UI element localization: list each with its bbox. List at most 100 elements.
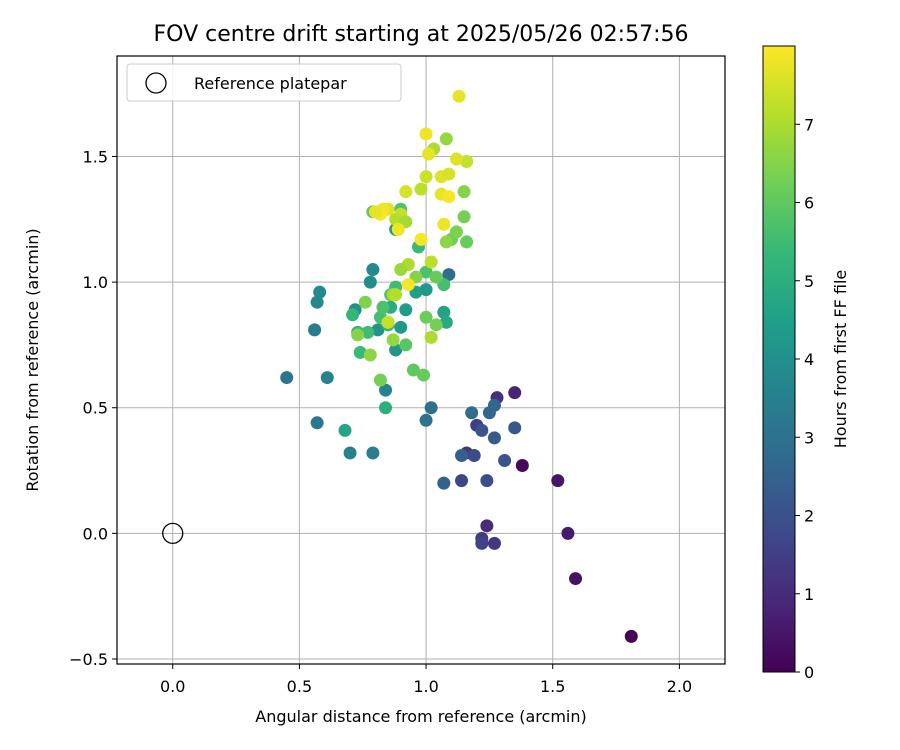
- data-point: [460, 155, 474, 169]
- legend-entry-label: Reference platepar: [194, 74, 347, 93]
- data-point: [389, 343, 403, 357]
- colorbar-tick-label: 7: [804, 115, 814, 134]
- data-point: [437, 217, 451, 231]
- data-point: [419, 265, 433, 279]
- data-point: [437, 305, 451, 319]
- data-point: [399, 338, 413, 352]
- data-point: [280, 371, 294, 385]
- data-point: [482, 406, 496, 420]
- data-point: [310, 416, 324, 430]
- data-point: [424, 330, 438, 344]
- data-point: [419, 283, 433, 297]
- data-point: [487, 431, 501, 445]
- legend: Reference platepar: [126, 63, 402, 102]
- data-point: [437, 476, 451, 490]
- data-point: [455, 448, 469, 462]
- colorbar-ticks: 0 1 2 3 4 5 6 7: [795, 115, 814, 682]
- data-point: [391, 222, 405, 236]
- data-point: [379, 383, 393, 397]
- data-point: [371, 323, 385, 337]
- data-point: [467, 448, 481, 462]
- colorbar-tick-label: 3: [804, 428, 814, 447]
- data-point: [351, 328, 365, 342]
- data-point: [457, 210, 471, 224]
- data-point: [358, 295, 372, 309]
- y-tick-label: 1.5: [83, 147, 108, 166]
- y-tick-label: 1.0: [83, 273, 108, 292]
- data-point: [475, 423, 489, 437]
- reference-marker: [162, 522, 184, 545]
- data-point: [439, 235, 453, 249]
- data-point: [363, 275, 377, 289]
- y-axis-ticks: −0.5 0.0 0.5 1.0 1.5: [69, 147, 117, 669]
- data-point: [310, 295, 324, 309]
- data-point: [343, 446, 357, 460]
- data-point: [508, 386, 522, 400]
- data-point: [480, 519, 494, 533]
- data-point: [429, 318, 443, 332]
- reference-layer: [162, 522, 184, 545]
- data-point: [394, 320, 408, 334]
- x-tick-label: 2.0: [667, 677, 692, 696]
- data-point: [366, 263, 380, 277]
- data-point: [373, 373, 387, 387]
- data-point: [313, 285, 327, 299]
- colorbar: 0 1 2 3 4 5 6 7 Hours from first FF file: [762, 45, 850, 682]
- x-tick-label: 1.5: [540, 677, 565, 696]
- data-point: [381, 315, 395, 329]
- data-point: [439, 132, 453, 146]
- data-point: [442, 190, 456, 204]
- data-point: [394, 263, 408, 277]
- y-tick-label: 0.5: [83, 399, 108, 418]
- y-tick-label: −0.5: [69, 650, 108, 669]
- legend-marker-icon: [145, 72, 167, 94]
- data-point: [442, 268, 456, 282]
- data-point: [569, 572, 583, 586]
- colorbar-tick-label: 5: [804, 272, 814, 291]
- data-point: [363, 348, 377, 362]
- x-axis-ticks: 0.0 0.5 1.0 1.5 2.0: [160, 664, 692, 696]
- x-axis-label: Angular distance from reference (arcmin): [255, 707, 586, 726]
- data-point: [353, 345, 367, 359]
- data-point: [439, 315, 453, 329]
- data-point: [320, 371, 334, 385]
- data-point: [457, 185, 471, 199]
- data-point: [475, 536, 489, 550]
- data-point: [338, 423, 352, 437]
- plot-frame: [116, 55, 726, 665]
- data-point: [399, 303, 413, 317]
- data-point: [455, 474, 469, 488]
- data-point: [414, 182, 428, 196]
- y-axis-label: Rotation from reference (arcmin): [23, 228, 42, 491]
- data-point: [442, 167, 456, 181]
- data-point: [624, 629, 638, 643]
- data-point: [551, 474, 565, 488]
- data-point: [449, 225, 463, 239]
- data-point: [366, 446, 380, 460]
- data-point: [386, 333, 400, 347]
- colorbar-tick-label: 4: [804, 350, 814, 369]
- data-point: [308, 323, 322, 337]
- data-point: [449, 152, 463, 166]
- data-point: [406, 363, 420, 377]
- data-point: [401, 278, 415, 292]
- data-point: [419, 310, 433, 324]
- data-point: [376, 300, 390, 314]
- data-point: [424, 401, 438, 415]
- colorbar-gradient: [762, 45, 796, 673]
- data-point: [465, 406, 479, 420]
- data-point: [452, 89, 466, 103]
- data-point: [508, 421, 522, 435]
- data-point: [422, 147, 436, 161]
- data-point: [419, 170, 433, 184]
- data-point: [429, 270, 443, 284]
- data-point: [561, 526, 575, 540]
- data-point: [460, 235, 474, 249]
- grid-lines: [117, 56, 725, 664]
- colorbar-tick-label: 1: [804, 585, 814, 604]
- legend-box: [126, 63, 402, 102]
- data-point: [498, 453, 512, 467]
- data-point: [419, 413, 433, 427]
- data-point: [480, 474, 494, 488]
